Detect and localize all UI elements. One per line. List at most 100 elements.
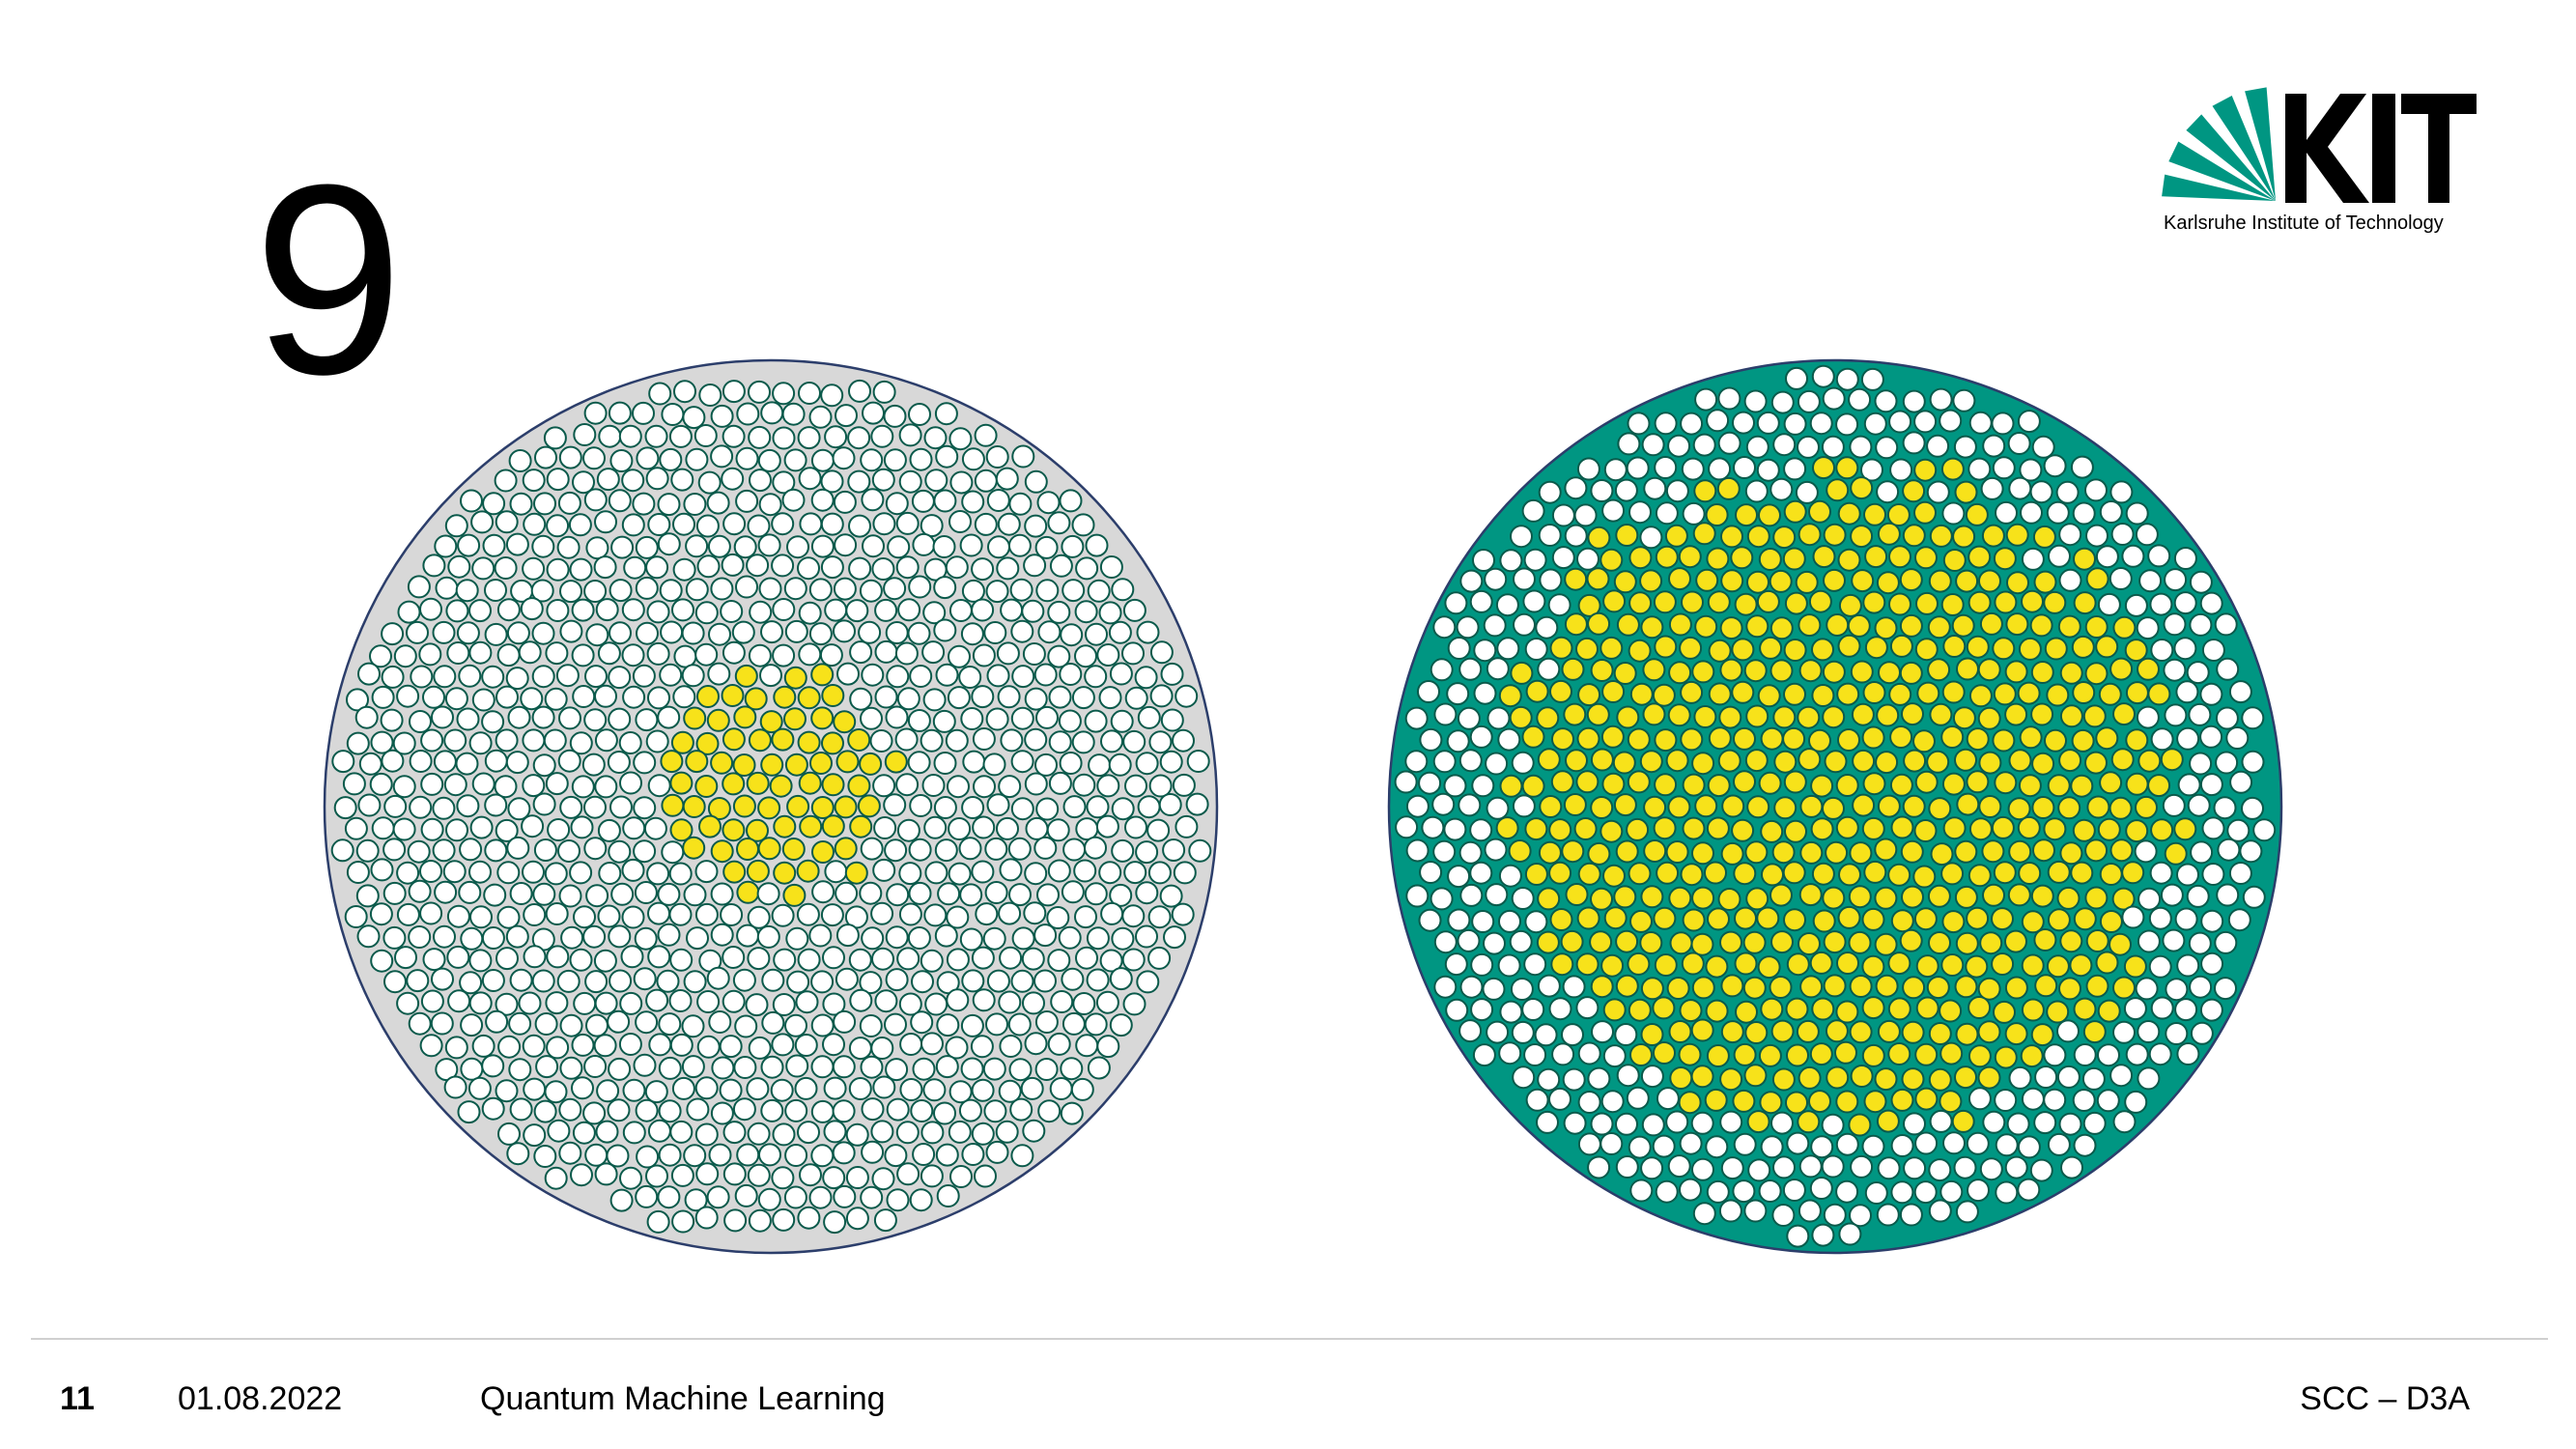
particle [1047, 949, 1071, 973]
particle [573, 905, 596, 929]
particle [810, 534, 835, 558]
highlighted-particle [2008, 839, 2032, 864]
highlighted-particle [1758, 548, 1782, 571]
particle [1835, 367, 1859, 391]
highlighted-particle [2084, 615, 2109, 639]
particle [569, 861, 593, 885]
highlighted-particle [2112, 976, 2136, 1000]
particle [784, 1013, 807, 1037]
highlighted-particle [1521, 724, 1545, 749]
particle [431, 967, 454, 991]
particle [694, 1206, 719, 1230]
highlighted-particle [1850, 1065, 1874, 1088]
particle [1860, 367, 1884, 391]
particle [1591, 1020, 1614, 1044]
highlighted-particle [2111, 887, 2136, 911]
highlighted-particle [809, 752, 833, 775]
particle [1850, 1154, 1874, 1179]
particle [558, 1097, 582, 1122]
particle [845, 1207, 869, 1231]
highlighted-particle [1691, 841, 1714, 866]
particle [894, 727, 919, 752]
highlighted-particle [1613, 662, 1637, 685]
particle [2034, 1065, 2058, 1089]
highlighted-particle [744, 687, 768, 711]
particle [357, 793, 382, 817]
particle [1614, 1023, 1638, 1046]
particle [2162, 793, 2186, 817]
particle [986, 664, 1010, 688]
particle [2201, 816, 2225, 840]
particle [2043, 1043, 2067, 1067]
particle [658, 1012, 682, 1037]
particle [669, 1120, 694, 1144]
particle [861, 926, 885, 951]
particle [471, 688, 495, 712]
highlighted-particle [1719, 658, 1743, 682]
particle [1110, 709, 1134, 733]
particle [357, 662, 381, 686]
particle [758, 493, 782, 517]
particle [736, 923, 760, 948]
highlighted-particle [1706, 547, 1730, 571]
particle [506, 1142, 530, 1166]
particle [824, 860, 848, 884]
particle [1469, 724, 1493, 749]
particle [1760, 1135, 1784, 1159]
highlighted-particle [1720, 974, 1744, 998]
particle [947, 775, 970, 799]
particle [772, 382, 796, 406]
particle [481, 665, 505, 689]
particle [933, 752, 957, 775]
particle [1889, 458, 1913, 482]
highlighted-particle [1890, 1088, 1914, 1112]
particle [836, 662, 860, 686]
particle [657, 923, 681, 947]
particle [1047, 859, 1071, 883]
particle [833, 619, 856, 643]
particle [870, 424, 894, 448]
highlighted-particle [1654, 728, 1678, 753]
particle [534, 445, 557, 469]
highlighted-particle [1808, 499, 1831, 524]
highlighted-particle [1784, 819, 1807, 843]
particle [622, 816, 646, 840]
particle [1499, 1000, 1523, 1024]
particle [948, 1120, 972, 1144]
particle [1432, 839, 1457, 864]
particle [781, 402, 806, 426]
highlighted-particle [1941, 772, 1966, 796]
particle [1939, 1179, 1964, 1204]
highlighted-particle [2086, 795, 2110, 819]
highlighted-particle [1808, 1090, 1831, 1114]
particle [735, 575, 758, 599]
highlighted-particle [1837, 728, 1860, 752]
particle [1914, 1131, 1939, 1155]
highlighted-particle [1564, 612, 1588, 637]
particle [749, 469, 772, 493]
particle [532, 882, 556, 906]
particle [708, 1010, 732, 1034]
particle [495, 818, 519, 842]
particle [1717, 431, 1741, 455]
particle [810, 1055, 835, 1079]
highlighted-particle [1797, 705, 1821, 729]
particle [1008, 883, 1032, 907]
particle [471, 556, 495, 581]
highlighted-particle [2006, 571, 2029, 595]
highlighted-particle [1693, 705, 1717, 728]
particle [597, 818, 621, 842]
particle [722, 946, 746, 969]
highlighted-particle [1639, 931, 1663, 954]
particle [1667, 1154, 1691, 1179]
particle [1148, 730, 1173, 754]
highlighted-particle [821, 773, 845, 797]
highlighted-particle [1757, 955, 1781, 980]
particle [796, 902, 820, 926]
particle [1458, 1019, 1483, 1043]
particle [1497, 727, 1521, 752]
particle [1535, 615, 1559, 639]
particle [1111, 926, 1135, 951]
particle [1430, 887, 1454, 911]
particle [934, 838, 958, 863]
